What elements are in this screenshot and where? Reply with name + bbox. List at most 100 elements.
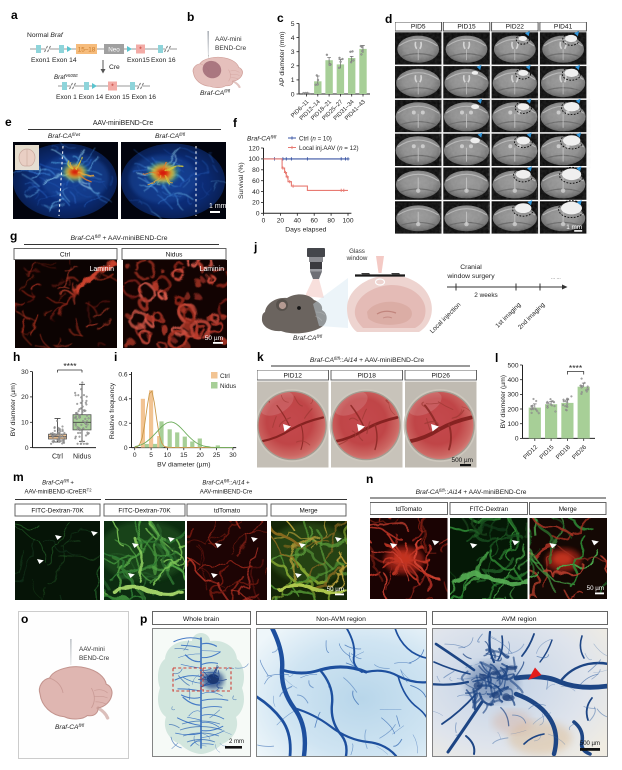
- svg-text:Neo: Neo: [108, 46, 120, 53]
- svg-text:FITC-Dextran-70K: FITC-Dextran-70K: [118, 508, 171, 515]
- svg-text:Normal Braf: Normal Braf: [27, 32, 64, 39]
- svg-text:5: 5: [291, 21, 295, 28]
- svg-text:0.2: 0.2: [118, 421, 127, 428]
- svg-text:30: 30: [21, 369, 29, 376]
- svg-text:tdTomato: tdTomato: [396, 506, 423, 513]
- svg-text:1 mm: 1 mm: [566, 224, 582, 231]
- svg-text:15–18: 15–18: [78, 46, 96, 53]
- svg-text:Laminin: Laminin: [89, 266, 114, 273]
- svg-text:10: 10: [164, 452, 172, 459]
- svg-text:Merge: Merge: [559, 506, 578, 513]
- svg-text:4: 4: [291, 35, 295, 42]
- svg-text:300: 300: [507, 392, 518, 399]
- svg-text:PID18: PID18: [555, 443, 573, 461]
- svg-text:****: ****: [569, 363, 583, 373]
- svg-text:120: 120: [248, 145, 259, 152]
- svg-text:50 µm: 50 µm: [205, 335, 223, 342]
- svg-text:20: 20: [197, 452, 205, 459]
- svg-text:0: 0: [291, 91, 295, 98]
- svg-text:Braf-CAfl/fl + AAV-miniBEND-Cr: Braf-CAfl/fl + AAV-miniBEND-Cre: [71, 234, 168, 242]
- svg-text:AAV-miniBEND-iCreERT2: AAV-miniBEND-iCreERT2: [24, 488, 92, 496]
- svg-text:50 µm: 50 µm: [587, 585, 604, 592]
- svg-text:15: 15: [180, 452, 188, 459]
- svg-text:FITC-Dextran-70K: FITC-Dextran-70K: [31, 508, 84, 515]
- svg-text:Days elapsed: Days elapsed: [285, 226, 326, 233]
- svg-text:2: 2: [291, 63, 295, 70]
- svg-text:Laminin: Laminin: [199, 266, 224, 273]
- svg-text:60: 60: [252, 178, 260, 185]
- svg-text:500 µm: 500 µm: [452, 457, 473, 464]
- svg-text:100: 100: [248, 156, 259, 163]
- svg-text:Cranial: Cranial: [460, 264, 482, 271]
- svg-text:Braf-CAfl/fl: Braf-CAfl/fl: [293, 334, 323, 342]
- svg-text:Braf-CAfl/wt: Braf-CAfl/wt: [48, 132, 81, 140]
- svg-text:AAV-miniBEND-Cre: AAV-miniBEND-Cre: [200, 490, 253, 496]
- svg-text:Braf-CAfl/fl: Braf-CAfl/fl: [155, 132, 186, 140]
- svg-text:Cre: Cre: [109, 64, 120, 71]
- svg-text:Local inj.AAV (n = 12): Local inj.AAV (n = 12): [299, 145, 359, 152]
- svg-text:1: 1: [291, 77, 295, 84]
- svg-text:PID12: PID12: [522, 443, 540, 461]
- svg-text:Nidus: Nidus: [73, 454, 91, 461]
- svg-text:Braf-CAfl/fl::Ai14 + AAV-miniB: Braf-CAfl/fl::Ai14 + AAV-miniBEND-Cre: [416, 488, 527, 496]
- svg-text:0.6: 0.6: [118, 372, 127, 379]
- svg-text:PID26: PID26: [571, 443, 589, 461]
- svg-text:Nidus: Nidus: [166, 252, 184, 259]
- svg-text:5: 5: [149, 452, 153, 459]
- svg-text:0: 0: [25, 445, 29, 452]
- svg-text:Ctrl: Ctrl: [52, 454, 63, 461]
- svg-text:0: 0: [133, 452, 137, 459]
- svg-text:0.4: 0.4: [118, 396, 127, 403]
- svg-text:80: 80: [327, 217, 335, 224]
- svg-text:100: 100: [342, 217, 353, 224]
- svg-text:40: 40: [252, 189, 260, 196]
- svg-text:AAV-miniBEND-Cre: AAV-miniBEND-Cre: [93, 120, 154, 127]
- svg-text:AP diameter (mm): AP diameter (mm): [279, 31, 286, 86]
- svg-text:*: *: [139, 47, 142, 54]
- svg-text:20: 20: [252, 200, 260, 207]
- svg-text:BV diameter (µm): BV diameter (µm): [10, 383, 17, 436]
- svg-text:80: 80: [252, 167, 260, 174]
- svg-text:BEND-Cre: BEND-Cre: [215, 45, 246, 52]
- svg-text:3: 3: [291, 49, 295, 56]
- svg-text:PID22: PID22: [505, 23, 524, 30]
- svg-text:Ctrl (n = 10): Ctrl (n = 10): [299, 135, 332, 142]
- svg-text:10: 10: [21, 420, 29, 427]
- svg-text:Ctrl: Ctrl: [60, 252, 71, 259]
- svg-text:Braf-CAfl/fl +: Braf-CAfl/fl +: [42, 479, 74, 487]
- svg-text:Survival (%): Survival (%): [238, 162, 245, 199]
- svg-text:AVM region: AVM region: [501, 616, 536, 623]
- svg-text:Exon15: Exon15: [127, 57, 150, 64]
- svg-text:tdTomato: tdTomato: [214, 508, 241, 515]
- svg-text:Nidus: Nidus: [220, 383, 236, 390]
- svg-text:Ctrl: Ctrl: [220, 373, 230, 380]
- svg-text:PID15: PID15: [457, 23, 476, 30]
- svg-text:0: 0: [262, 217, 266, 224]
- svg-text:400: 400: [507, 377, 518, 384]
- svg-text:BV diameter (µm): BV diameter (µm): [157, 462, 210, 469]
- svg-text:0: 0: [124, 445, 128, 452]
- svg-text:PID5: PID5: [411, 23, 426, 30]
- svg-text:*: *: [111, 84, 114, 91]
- svg-text:Whole brain: Whole brain: [183, 616, 219, 623]
- svg-text:0: 0: [515, 436, 519, 443]
- svg-text:Non-AVM region: Non-AVM region: [316, 616, 366, 623]
- svg-text:25: 25: [213, 452, 221, 459]
- svg-text:Braf-CAfl/fl: Braf-CAfl/fl: [247, 134, 277, 142]
- svg-text:Braf-CAfl/fl: Braf-CAfl/fl: [200, 89, 231, 97]
- svg-text:60: 60: [311, 217, 319, 224]
- svg-text:50 µm: 50 µm: [327, 586, 344, 593]
- svg-text:Exon 16: Exon 16: [151, 57, 176, 64]
- svg-text:window surgery: window surgery: [446, 273, 495, 280]
- svg-text:1 mm: 1 mm: [209, 203, 226, 210]
- svg-text:Relative frequency: Relative frequency: [109, 382, 116, 439]
- svg-text:Exon 1 Exon 14 Exon 15 Exon 16: Exon 1 Exon 14 Exon 15 Exon 16: [56, 94, 156, 101]
- svg-text:AAV-mini: AAV-mini: [79, 646, 105, 653]
- svg-text:BV diameter (µm): BV diameter (µm): [500, 375, 507, 428]
- svg-text:2 mm: 2 mm: [229, 739, 244, 745]
- svg-text:BEND-Cre: BEND-Cre: [79, 655, 110, 662]
- svg-text:Exon1: Exon1: [31, 57, 50, 64]
- svg-text:20: 20: [277, 217, 285, 224]
- svg-text:Braf-CAfl/fl: Braf-CAfl/fl: [55, 723, 85, 731]
- svg-text:Merge: Merge: [299, 508, 318, 515]
